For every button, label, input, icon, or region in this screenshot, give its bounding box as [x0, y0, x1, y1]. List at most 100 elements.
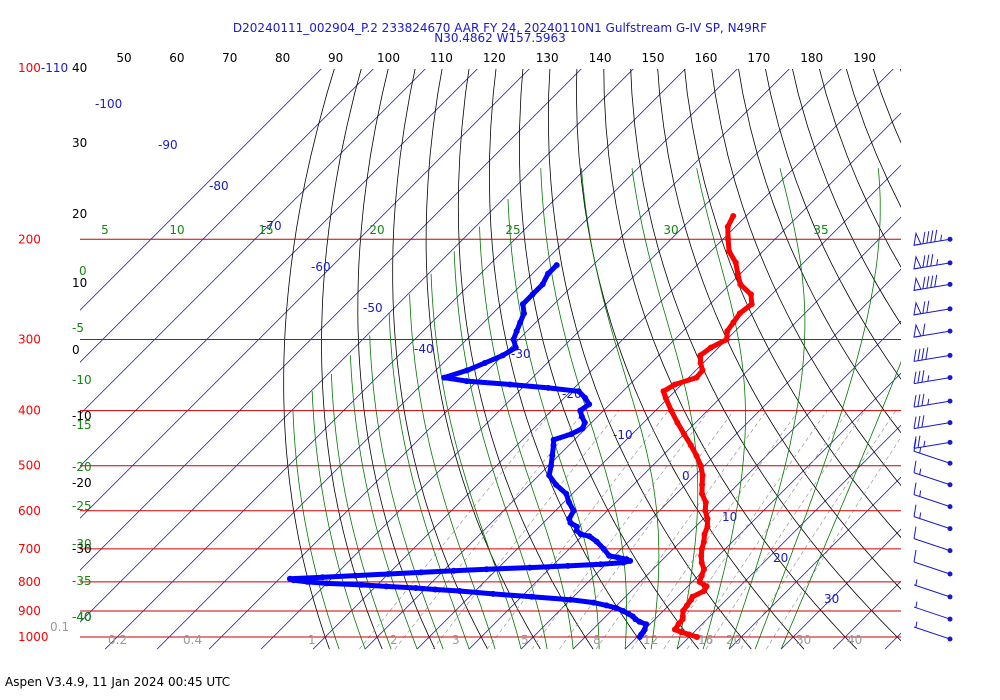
temperature-point — [693, 452, 700, 459]
temperature-point — [698, 572, 705, 579]
wind-barb — [913, 460, 953, 488]
dewpoint-point — [385, 571, 392, 577]
wind-barb-half-flag — [940, 234, 943, 241]
mixing-ratio-line — [359, 410, 553, 650]
temperature-point — [725, 236, 732, 243]
temperature-point — [724, 328, 731, 335]
wind-barb-half-flag — [919, 447, 922, 454]
wind-barb-staff — [913, 584, 951, 598]
wind-barb-station — [947, 636, 953, 642]
moist-adiabat-label: -20 — [72, 460, 92, 474]
isotherm-line — [728, 476, 901, 650]
dewpoint-point — [570, 507, 577, 514]
isotherm-line — [80, 69, 426, 415]
wind-barb-pennant — [913, 276, 922, 291]
temperature-point — [699, 481, 706, 488]
wind-barb-flag — [922, 255, 926, 268]
dewpoint-point — [641, 626, 648, 633]
mixing-ratio-label: 12 — [643, 633, 658, 647]
top-axis-label: 160 — [694, 51, 717, 65]
isotherm-line — [676, 424, 901, 650]
dewpoint-point — [575, 388, 582, 395]
wind-barb-pennant — [913, 255, 922, 270]
isotherm-label: -60 — [311, 260, 331, 274]
temperature-point — [696, 578, 703, 585]
wind-barb-flag — [917, 394, 921, 407]
temperature-point — [699, 490, 705, 497]
dewpoint-point — [553, 262, 560, 269]
top-axis-label: 150 — [642, 51, 665, 65]
temperature-point — [736, 310, 743, 317]
mixing-ratio-label: 20 — [726, 633, 741, 647]
wind-barb-half-flag — [919, 468, 922, 475]
temperature-point — [694, 634, 700, 640]
wind-barb-station — [947, 328, 953, 334]
isotherm-label: 0 — [682, 469, 690, 483]
temperature-point — [703, 583, 710, 590]
wind-barb-staff — [913, 354, 951, 362]
dry-adiabat-label: 30 — [72, 136, 87, 150]
isotherm-line — [80, 69, 322, 311]
isotherm-line — [80, 69, 582, 571]
mixing-ratio-label: 16 — [698, 633, 713, 647]
wind-barb-flag — [926, 231, 930, 244]
dewpoint-point — [586, 401, 593, 408]
moist-adiabat-label: 35 — [813, 223, 828, 237]
wind-barb-station — [947, 260, 953, 266]
skewt-profiles — [286, 213, 755, 640]
temperature-point — [701, 566, 707, 573]
wind-barb-half-flag — [915, 601, 918, 608]
dry-adiabat-line — [630, 69, 901, 642]
dewpoint-point — [549, 452, 556, 459]
top-axis-label: 130 — [536, 51, 559, 65]
dewpoint-point — [566, 515, 573, 522]
dewpoint-point — [603, 602, 610, 609]
wind-barb-flag — [921, 370, 925, 383]
wind-barb-flag — [921, 415, 925, 428]
moist-adiabat-line — [507, 199, 600, 650]
wind-barb-flag — [934, 274, 938, 287]
dewpoint-point — [625, 610, 632, 617]
dewpoint-point — [553, 481, 559, 488]
wind-barb-flag — [930, 230, 934, 243]
dry-adiabat-line — [738, 69, 901, 434]
wind-barb-staff — [913, 441, 951, 449]
dewpoint-point — [614, 554, 621, 561]
moist-adiabat-line — [292, 410, 340, 650]
pressure-tick-label: 100 — [18, 61, 41, 75]
dewpoint-point — [563, 490, 570, 497]
isotherm-line — [80, 69, 374, 363]
wind-barb-flag — [913, 395, 917, 408]
pressure-extra-label: -110 — [41, 61, 68, 75]
temperature-point — [707, 344, 714, 351]
dry-adiabat-line — [518, 69, 699, 650]
top-axis-label: 110 — [430, 51, 453, 65]
mixing-ratio-line — [631, 410, 799, 650]
temperature-line — [661, 213, 755, 640]
wind-barb — [913, 601, 953, 622]
temperature-point — [697, 462, 704, 469]
wind-barb-pennant — [913, 323, 922, 338]
wind-barb — [913, 621, 953, 642]
dewpoint-point — [490, 590, 497, 597]
moist-adiabat-label: -30 — [72, 537, 92, 551]
wind-barb-half-flag — [936, 258, 939, 266]
dry-adiabat-line — [357, 69, 436, 650]
temperature-point — [704, 515, 711, 522]
wind-barb-staff — [913, 450, 951, 464]
dewpoint-point — [521, 310, 527, 317]
wind-barb-flag — [913, 526, 917, 539]
temperature-point — [687, 442, 694, 449]
moist-adiabat-line — [780, 360, 901, 650]
temperature-point — [678, 629, 685, 635]
wind-barb-flag — [917, 348, 921, 361]
moist-adiabat-line — [728, 168, 806, 650]
isotherm-line — [156, 69, 738, 650]
wind-barb-staff — [913, 561, 951, 575]
dewpoint-point — [620, 608, 627, 614]
top-axis-label: 180 — [800, 51, 823, 65]
moist-adiabat-label: -35 — [72, 574, 92, 588]
temperature-point — [662, 394, 669, 401]
dewpoint-point — [319, 574, 326, 581]
